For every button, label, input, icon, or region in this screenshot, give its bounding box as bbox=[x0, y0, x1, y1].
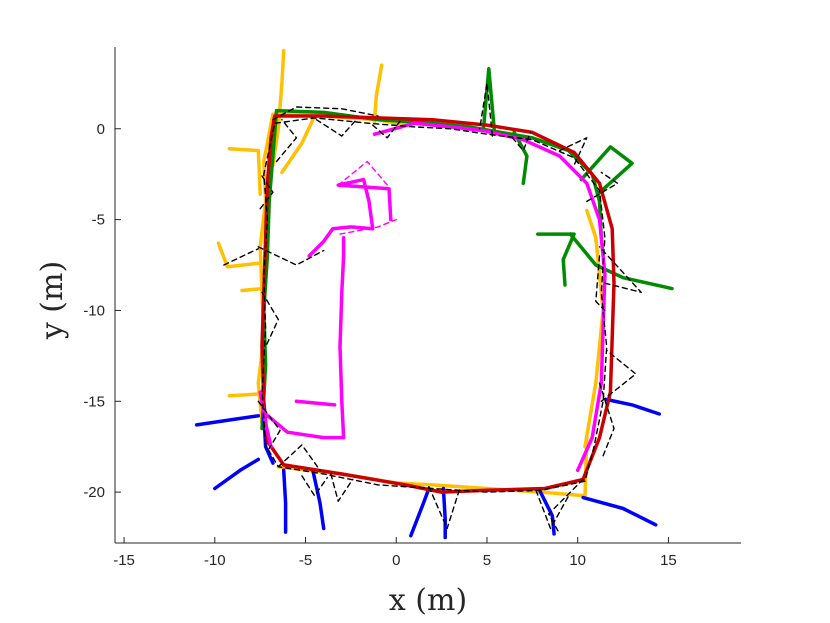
x-tick-label: -15 bbox=[113, 552, 135, 569]
y-tick-label: -15 bbox=[83, 393, 105, 410]
trace-path-2-1 bbox=[213, 457, 261, 491]
trace-path-6-22 bbox=[372, 120, 401, 139]
trace-path-2-7 bbox=[537, 488, 556, 536]
trace-path-6-10 bbox=[535, 489, 570, 530]
trace-path-0-3 bbox=[216, 241, 261, 269]
x-tick-label: 0 bbox=[392, 552, 400, 569]
trace-path-0-1 bbox=[271, 48, 286, 167]
trace-path-2-8 bbox=[581, 495, 658, 527]
trace-path-6-19 bbox=[511, 131, 532, 152]
trace-path-6-21 bbox=[275, 118, 298, 163]
trace-path-6-20 bbox=[315, 118, 357, 137]
x-ticks: -15 -10 -5 0 5 10 15 bbox=[113, 537, 677, 569]
trace-path-6-1 bbox=[272, 106, 379, 121]
y-tick-label: -5 bbox=[92, 212, 105, 229]
trace-path-4-3 bbox=[294, 399, 337, 407]
trace-path-2-3 bbox=[281, 468, 288, 534]
axes bbox=[114, 47, 741, 544]
trace-path-5-1 bbox=[339, 218, 397, 235]
trace-path-0-2 bbox=[227, 146, 262, 196]
trace-path-4-4 bbox=[338, 236, 346, 440]
trace-path-1-4 bbox=[536, 232, 576, 287]
y-ticks: 0 -5 -10 -15 -20 bbox=[83, 121, 121, 501]
trace-path-6-8 bbox=[301, 475, 328, 497]
trace-path-6-15 bbox=[595, 255, 606, 312]
trajectory-traces bbox=[194, 48, 674, 540]
trace-path-0-7 bbox=[372, 63, 384, 124]
x-tick-label: -5 bbox=[299, 552, 312, 569]
trace-path-6-13 bbox=[598, 382, 615, 457]
trace-path-1-1 bbox=[481, 67, 496, 133]
trace-path-4-5 bbox=[307, 177, 393, 258]
trace-path-6-17 bbox=[558, 137, 588, 166]
trace-path-4-0 bbox=[372, 121, 607, 473]
y-axis-label: y (m) bbox=[35, 261, 70, 340]
trace-path-1-3 bbox=[579, 145, 634, 196]
x-tick-label: 15 bbox=[660, 552, 677, 569]
x-tick-label: 5 bbox=[483, 552, 491, 569]
trace-path-6-12 bbox=[600, 349, 637, 402]
trace-path-6-4 bbox=[261, 291, 279, 348]
trace-path-1-5 bbox=[568, 232, 674, 291]
trace-path-0-5 bbox=[227, 392, 261, 398]
trace-path-6-2 bbox=[257, 246, 325, 266]
trace-path-2-6 bbox=[441, 486, 447, 540]
trace-path-5-0 bbox=[337, 160, 390, 188]
trace-path-6-6 bbox=[277, 444, 321, 471]
x-tick-label: 10 bbox=[569, 552, 586, 569]
trace-path-6-5 bbox=[257, 400, 281, 450]
trace-path-6-18 bbox=[479, 82, 494, 137]
trace-path-2-9 bbox=[604, 397, 662, 416]
x-axis-label: x (m) bbox=[389, 583, 467, 618]
y-tick-label: 0 bbox=[97, 121, 105, 138]
trace-path-6-9 bbox=[428, 486, 461, 530]
y-tick-label: -10 bbox=[83, 302, 105, 319]
trace-path-4-1 bbox=[258, 390, 273, 449]
trace-path-0-6 bbox=[280, 114, 317, 175]
trace-path-2-0 bbox=[194, 414, 261, 427]
trace-path-0-4 bbox=[240, 286, 264, 293]
x-tick-label: -10 bbox=[204, 552, 226, 569]
trace-path-6-14 bbox=[598, 246, 642, 293]
trace-path-6-16 bbox=[586, 171, 619, 203]
trace-path-6-23 bbox=[259, 175, 274, 210]
y-tick-label: -20 bbox=[83, 484, 105, 501]
trace-path-4-2 bbox=[263, 412, 346, 440]
trace-path-6-11 bbox=[548, 478, 584, 535]
trace-path-2-5 bbox=[409, 486, 431, 538]
trace-path-1-0 bbox=[260, 108, 604, 431]
trace-path-6-7 bbox=[330, 473, 354, 502]
trace-path-6-3 bbox=[223, 247, 259, 266]
trace-path-0-0 bbox=[256, 112, 408, 425]
trace-path-2-4 bbox=[311, 468, 326, 531]
